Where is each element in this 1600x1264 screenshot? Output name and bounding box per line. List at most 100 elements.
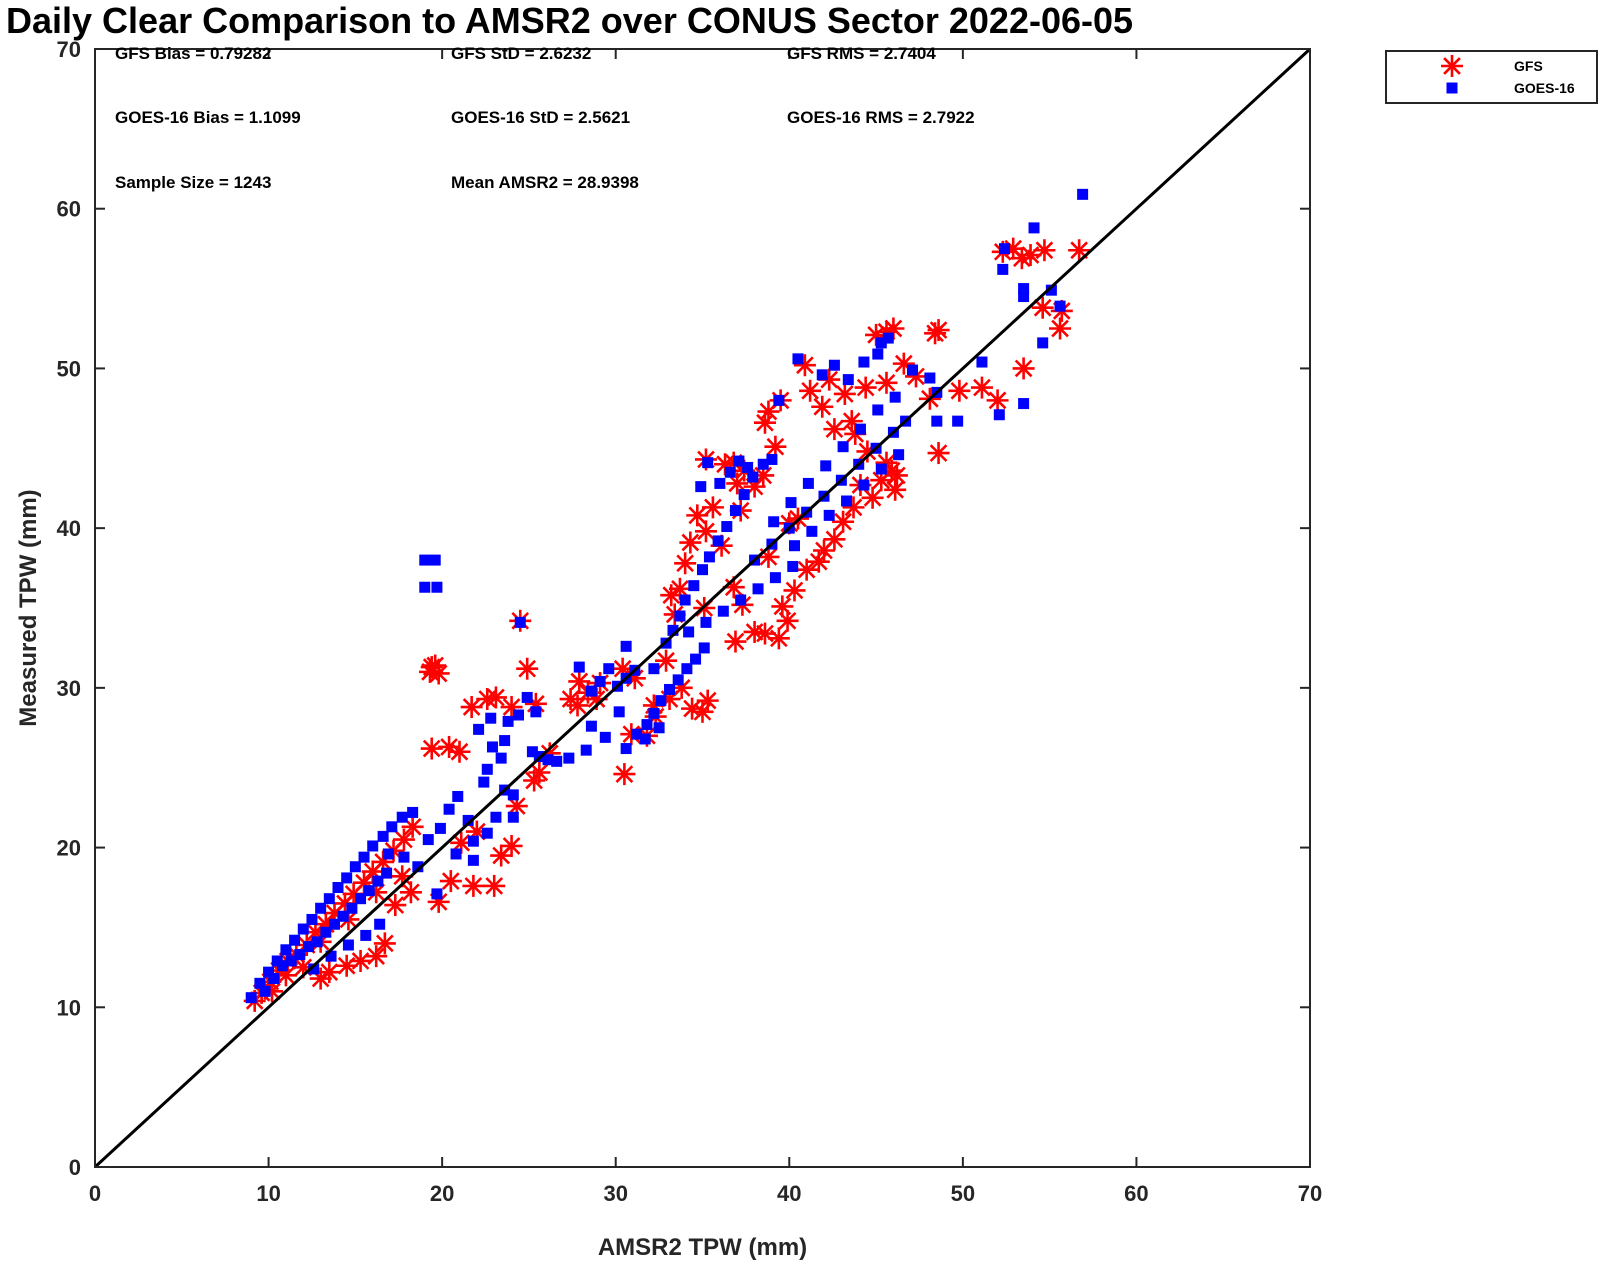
goes16-point <box>360 929 372 941</box>
goes16-point <box>245 992 257 1004</box>
y-tick-label: 10 <box>57 995 81 1020</box>
goes16-point <box>585 720 597 732</box>
goes16-point <box>323 893 335 905</box>
goes16-point <box>1045 284 1057 296</box>
gfs-point <box>1049 317 1072 340</box>
x-tick-label: 40 <box>777 1181 801 1206</box>
stat-annotation: GOES-16 StD = 2.5621 <box>451 108 630 127</box>
axis-ticks: 0 10 20 30 40 50 60 70 0 10 20 30 40 50 60 70 <box>57 37 1323 1206</box>
goes16-point <box>841 495 853 507</box>
goes16-point <box>875 337 887 349</box>
goes16-point <box>697 564 708 576</box>
goes16-point <box>495 752 507 764</box>
gfs-point <box>318 961 341 984</box>
gfs-point <box>559 688 582 711</box>
goes16-point <box>1077 188 1089 200</box>
goes16-point <box>858 479 870 491</box>
gfs-point <box>795 558 818 581</box>
goes16-point <box>594 675 606 687</box>
goes16-point <box>842 374 854 386</box>
goes16-point <box>320 926 332 938</box>
goes16-point <box>337 910 349 922</box>
goes16-point <box>431 581 443 593</box>
goes16-point <box>672 674 684 686</box>
goes16-point <box>648 707 660 719</box>
gfs-point <box>986 389 1009 412</box>
goes16-point <box>823 509 835 521</box>
goes16-point <box>695 481 707 493</box>
goes16-point <box>1028 222 1040 234</box>
goes16-point <box>478 776 490 788</box>
goes16-point <box>698 642 710 654</box>
goes16-point <box>882 332 894 344</box>
goes16-point <box>462 814 474 826</box>
goes16-point <box>530 706 542 718</box>
goes16-point <box>521 691 533 703</box>
goes16-point <box>381 867 393 879</box>
goes16-point <box>742 461 754 473</box>
goes16-point <box>514 616 526 628</box>
gfs-point <box>1068 239 1091 262</box>
goes16-point <box>889 391 901 403</box>
goes16-point <box>872 404 884 416</box>
goes16-point <box>412 861 424 873</box>
goes16-point <box>302 941 314 953</box>
goes16-point <box>785 497 797 509</box>
goes16-point <box>297 923 309 935</box>
gfs-point <box>757 400 780 423</box>
gfs-point <box>568 670 591 693</box>
goes16-point <box>674 610 686 622</box>
gfs-point <box>694 520 717 543</box>
goes16-point <box>717 605 729 617</box>
stat-annotation: GFS StD = 2.6232 <box>451 44 591 63</box>
goes16-point <box>563 752 575 764</box>
gfs-point <box>885 464 908 487</box>
legend-gfs-marker <box>1441 55 1463 77</box>
goes16-point <box>263 966 275 978</box>
goes16-point <box>872 348 884 360</box>
goes16-point <box>714 477 726 489</box>
goes16-point <box>499 735 511 747</box>
goes16-point <box>802 477 814 489</box>
goes16-point <box>1054 300 1066 312</box>
x-tick-label: 30 <box>603 1181 627 1206</box>
goes16-point <box>688 580 700 592</box>
gfs-point <box>927 319 950 342</box>
goes16-point <box>526 746 538 758</box>
gfs-point <box>948 379 971 402</box>
x-tick-label: 20 <box>430 1181 454 1206</box>
goes16-point <box>367 840 379 852</box>
gfs-point <box>460 696 483 719</box>
goes16-point <box>355 893 367 905</box>
goes16-point <box>816 369 828 381</box>
goes16-point <box>407 806 419 818</box>
goes16-point <box>358 851 370 863</box>
y-tick-label: 30 <box>57 676 81 701</box>
gfs-point <box>823 418 846 441</box>
goes16-point <box>490 811 502 823</box>
goes16-point <box>396 811 408 823</box>
goes16-point <box>306 913 318 925</box>
goes16-point <box>724 466 736 478</box>
goes16-point <box>773 394 785 406</box>
goes16-point <box>752 583 764 595</box>
goes16-point <box>580 744 592 756</box>
gfs-point <box>462 874 485 897</box>
goes16-point <box>342 939 354 951</box>
goes16-point <box>268 973 280 985</box>
goes16-point <box>641 719 653 731</box>
goes16-point <box>341 872 353 884</box>
goes16-point <box>542 754 554 766</box>
x-tick-label: 10 <box>256 1181 280 1206</box>
gfs-point <box>856 440 879 463</box>
goes16-point <box>854 423 866 435</box>
gfs-point <box>448 740 471 763</box>
goes16-point <box>285 955 297 967</box>
legend-label: GOES-16 <box>1514 80 1575 96</box>
goes16-point <box>907 364 919 376</box>
goes16-point <box>735 594 747 606</box>
goes16-point <box>924 372 936 384</box>
gfs-point <box>420 656 443 679</box>
gfs-point <box>833 382 856 405</box>
goes16-point <box>513 709 525 721</box>
